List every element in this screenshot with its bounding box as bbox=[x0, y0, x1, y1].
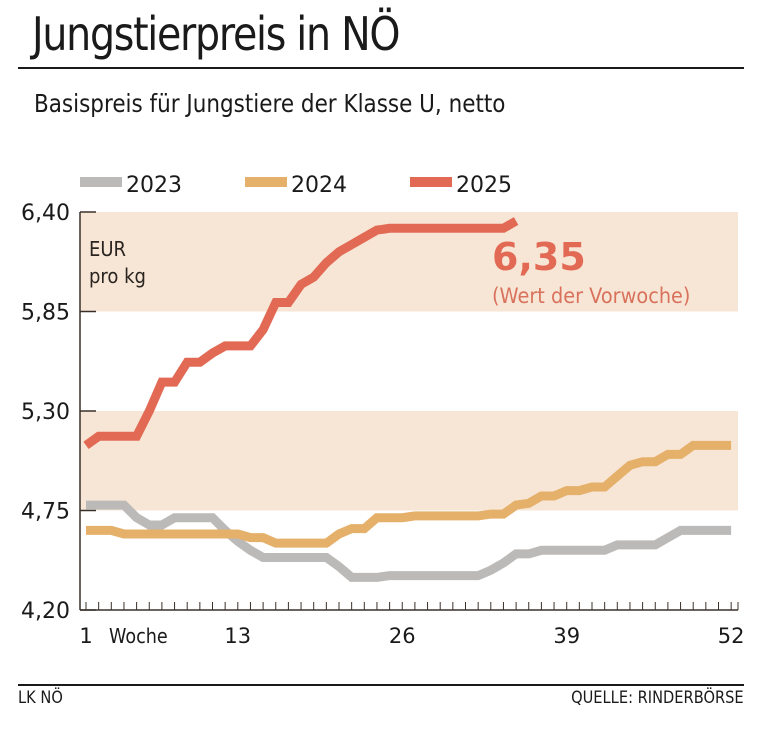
series-line-2024 bbox=[86, 440, 732, 548]
y-axis-label-unit: EUR bbox=[89, 238, 126, 261]
footer-publisher: LK NÖ bbox=[18, 688, 63, 708]
legend-label-2023: 2023 bbox=[126, 173, 182, 198]
x-tick-label: 52 bbox=[718, 624, 745, 648]
legend-swatch-2024 bbox=[245, 177, 287, 187]
axes: 4,20 4,75 5,30 5,85 6,40 1 13 26 39 52 bbox=[21, 201, 745, 648]
x-tick-label: 39 bbox=[553, 624, 580, 648]
y-tick-label: 5,30 bbox=[21, 400, 70, 425]
y-tick-label: 5,85 bbox=[21, 301, 70, 326]
annotation-value: 6,35 bbox=[492, 235, 586, 279]
y-tick-label: 4,20 bbox=[21, 599, 70, 624]
x-tick-label: 13 bbox=[224, 624, 251, 648]
footer-divider bbox=[18, 684, 744, 686]
annotation-note: (Wert der Vorwoche) bbox=[492, 283, 690, 308]
title-divider bbox=[18, 67, 744, 69]
series-line-2023 bbox=[86, 500, 732, 582]
footer-source: QUELLE: RINDERBÖRSE bbox=[571, 688, 744, 708]
x-axis-label: Woche bbox=[109, 626, 168, 648]
band-0 bbox=[80, 411, 738, 511]
series-line-2025 bbox=[83, 217, 519, 450]
legend-label-2024: 2024 bbox=[291, 173, 347, 198]
x-tick-label: 1 bbox=[79, 624, 92, 648]
y-tick-label: 4,75 bbox=[21, 500, 70, 525]
y-axis-label-per: pro kg bbox=[89, 265, 146, 288]
chart-title: Jungstierpreis in NÖ bbox=[32, 7, 401, 61]
chart-subtitle: Basispreis für Jungstiere der Klasse U, … bbox=[34, 89, 506, 118]
background-bands bbox=[80, 212, 738, 511]
legend: 2023 2024 2025 bbox=[80, 173, 512, 198]
legend-swatch-2025 bbox=[410, 177, 452, 187]
legend-label-2025: 2025 bbox=[456, 173, 512, 198]
legend-swatch-2023 bbox=[80, 177, 122, 187]
y-tick-label: 6,40 bbox=[21, 201, 70, 226]
x-tick-label: 26 bbox=[389, 624, 416, 648]
series-lines bbox=[83, 217, 732, 582]
